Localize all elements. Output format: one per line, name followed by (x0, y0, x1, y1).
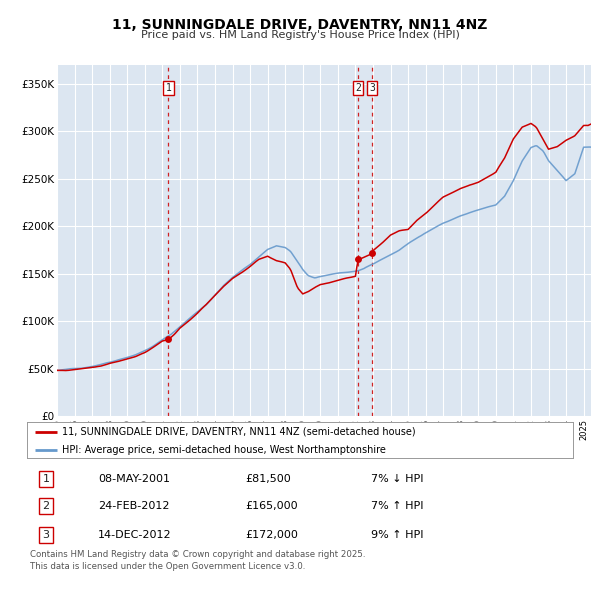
Text: 3: 3 (43, 530, 50, 540)
Text: HPI: Average price, semi-detached house, West Northamptonshire: HPI: Average price, semi-detached house,… (62, 445, 386, 455)
Text: 24-FEB-2012: 24-FEB-2012 (98, 502, 169, 512)
Text: Price paid vs. HM Land Registry's House Price Index (HPI): Price paid vs. HM Land Registry's House … (140, 30, 460, 40)
Text: 1: 1 (166, 83, 172, 93)
Text: 11, SUNNINGDALE DRIVE, DAVENTRY, NN11 4NZ: 11, SUNNINGDALE DRIVE, DAVENTRY, NN11 4N… (112, 18, 488, 32)
Text: 11, SUNNINGDALE DRIVE, DAVENTRY, NN11 4NZ (semi-detached house): 11, SUNNINGDALE DRIVE, DAVENTRY, NN11 4N… (62, 427, 416, 437)
Text: 7% ↑ HPI: 7% ↑ HPI (371, 502, 424, 512)
Text: 9% ↑ HPI: 9% ↑ HPI (371, 530, 424, 540)
Text: 1: 1 (43, 474, 50, 484)
Text: 08-MAY-2001: 08-MAY-2001 (98, 474, 170, 484)
Text: 2: 2 (355, 83, 361, 93)
Text: £172,000: £172,000 (245, 530, 298, 540)
Text: 7% ↓ HPI: 7% ↓ HPI (371, 474, 424, 484)
Text: 14-DEC-2012: 14-DEC-2012 (98, 530, 172, 540)
Text: 2: 2 (43, 502, 50, 512)
Text: £165,000: £165,000 (245, 502, 298, 512)
Text: 3: 3 (369, 83, 375, 93)
Text: Contains HM Land Registry data © Crown copyright and database right 2025.
This d: Contains HM Land Registry data © Crown c… (30, 550, 365, 571)
Text: £81,500: £81,500 (245, 474, 291, 484)
